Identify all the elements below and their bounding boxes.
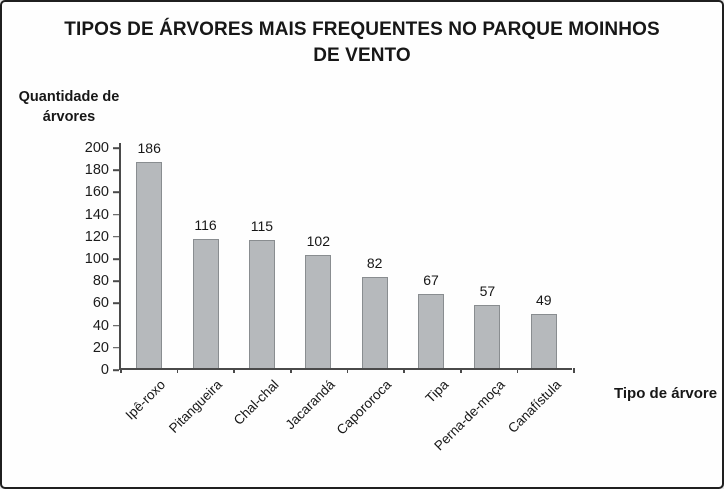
x-category-label: Pitangueira — [165, 377, 225, 436]
y-tick-mark — [113, 169, 119, 171]
chart-title: TIPOS DE ÁRVORES MAIS FREQUENTES NO PARQ… — [64, 19, 660, 67]
x-tick-mark — [120, 368, 122, 373]
x-category-label: Chal-chal — [230, 377, 282, 428]
x-tick-mark — [233, 368, 236, 373]
x-category-label: Ipê-roxo — [122, 377, 168, 423]
y-tick-mark — [113, 369, 119, 371]
bar — [136, 161, 163, 368]
y-tick-label: 160 — [84, 184, 109, 201]
x-category-label: Canafístula — [505, 377, 565, 436]
x-tick-mark — [459, 368, 462, 373]
y-tick-label: 140 — [84, 206, 109, 223]
bar-value-label: 49 — [536, 291, 552, 308]
y-tick-label: 60 — [92, 295, 109, 312]
y-axis-cap — [119, 143, 121, 148]
bar-slot: 67 — [403, 148, 459, 368]
x-tick-mark — [176, 368, 179, 373]
y-tick-label: 20 — [92, 339, 109, 356]
x-tick-mark — [573, 368, 575, 373]
x-category-label: Tipa — [422, 377, 452, 406]
y-tick-mark — [113, 147, 119, 149]
x-tick-mark — [290, 368, 292, 373]
y-tick-mark — [113, 236, 119, 238]
x-category-labels: Ipê-roxo Pitangueira Chal-chal Jacarandá Cap… — [121, 368, 572, 468]
bar-value-label: 116 — [194, 217, 217, 234]
x-tick-mark — [403, 368, 405, 373]
bar — [248, 240, 275, 368]
x-tick-mark — [346, 368, 349, 373]
y-axis-title: Quantidade de árvores — [18, 89, 120, 125]
y-tick-label: 80 — [92, 273, 109, 290]
bar — [474, 304, 501, 368]
y-tick-label: 0 — [100, 362, 109, 378]
y-tick-mark — [113, 191, 119, 194]
y-tick-mark — [113, 280, 119, 282]
x-tick-mark — [516, 368, 519, 373]
bar-slot: 102 — [290, 148, 346, 368]
bars-container: 186 116 115 102 82 67 57 49 — [121, 140, 572, 368]
bar-slot: 82 — [347, 148, 403, 368]
bar-value-label: 102 — [306, 232, 330, 249]
y-tick-mark — [113, 258, 119, 260]
bar — [530, 313, 557, 368]
y-tick-label: 120 — [84, 228, 109, 245]
y-tick-mark — [113, 302, 119, 305]
x-category-label: Jacarandá — [282, 377, 338, 433]
bar-slot: 57 — [459, 148, 515, 368]
bar-slot: 186 — [121, 140, 177, 368]
bar-value-label: 67 — [423, 271, 439, 288]
bar — [418, 293, 445, 368]
y-tick-mark — [113, 213, 119, 216]
bar — [192, 239, 219, 368]
bar-value-label: 82 — [366, 254, 383, 271]
bar — [305, 254, 332, 368]
y-tick-mark — [113, 347, 119, 349]
plot-area: 0 20 40 60 80 100 120 140 160 180 200 186 116 115 102… — [85, 140, 575, 453]
x-axis-title: Tipo de árvore — [614, 385, 718, 402]
y-tick-label: 200 — [84, 140, 109, 156]
bar-value-label: 186 — [137, 139, 161, 156]
bar-slot: 115 — [234, 148, 290, 368]
y-tick-label: 40 — [92, 317, 109, 334]
y-tick-mark — [113, 324, 119, 327]
y-tick-label: 100 — [84, 251, 109, 267]
bar-value-label: 115 — [250, 218, 274, 235]
x-category-label: Capororoca — [333, 377, 395, 438]
bar-slot: 49 — [516, 148, 572, 368]
y-tick-label: 180 — [84, 162, 109, 179]
bar — [361, 276, 388, 368]
bar-value-label: 57 — [479, 282, 496, 299]
bar-slot: 116 — [177, 148, 233, 368]
